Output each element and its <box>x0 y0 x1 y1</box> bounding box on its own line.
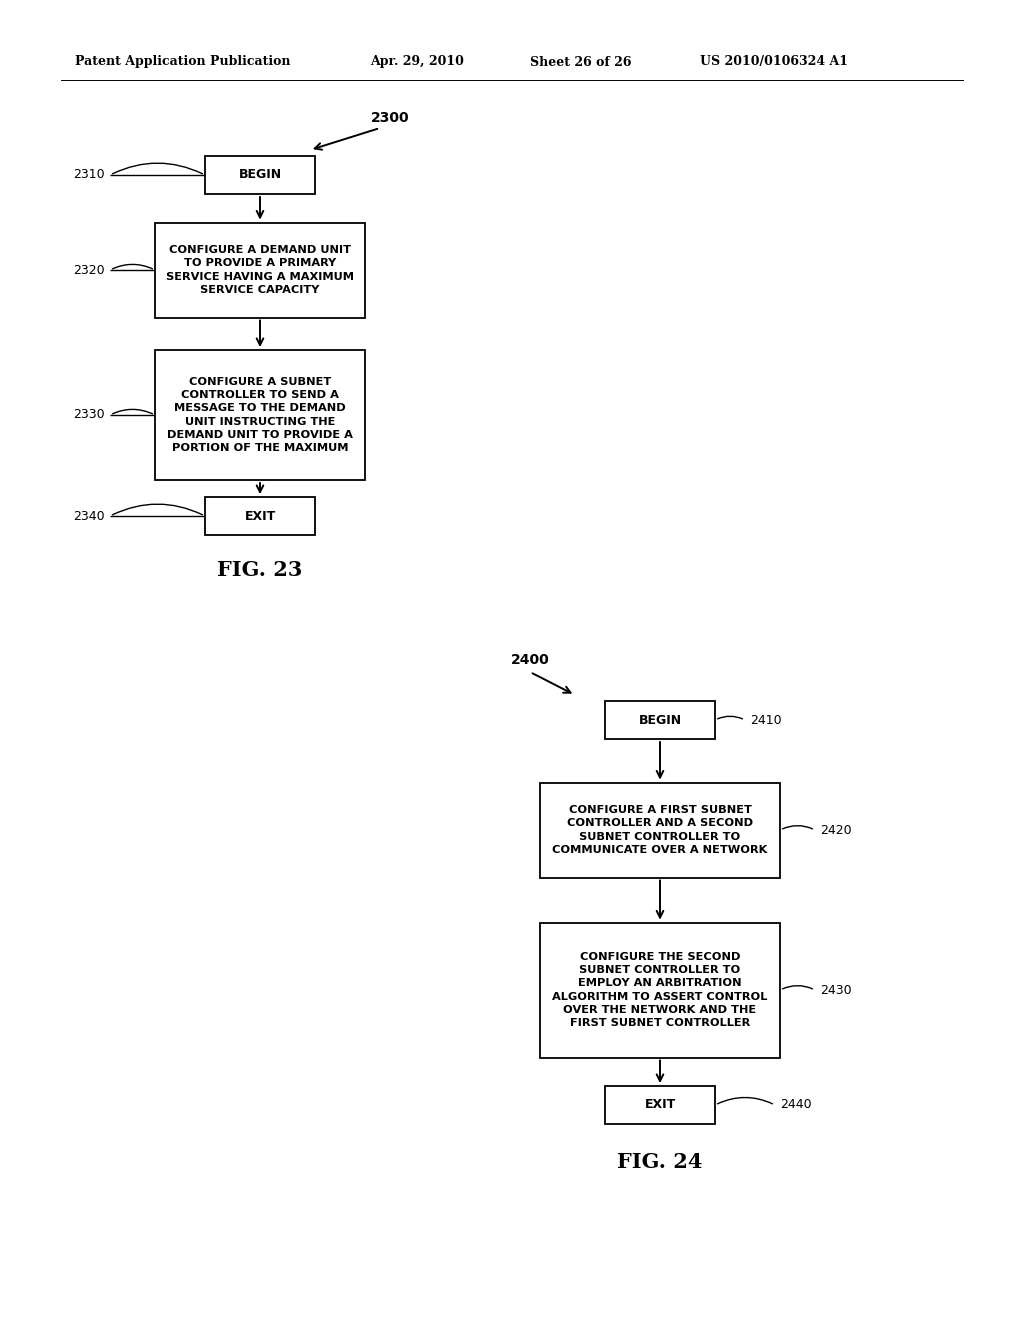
Text: CONFIGURE A FIRST SUBNET
CONTROLLER AND A SECOND
SUBNET CONTROLLER TO
COMMUNICAT: CONFIGURE A FIRST SUBNET CONTROLLER AND … <box>552 805 768 855</box>
Text: EXIT: EXIT <box>245 510 275 523</box>
Text: 2330: 2330 <box>74 408 105 421</box>
Text: 2410: 2410 <box>750 714 781 726</box>
Bar <box>540 923 780 1057</box>
Text: Patent Application Publication: Patent Application Publication <box>75 55 291 69</box>
Text: 2400: 2400 <box>511 653 549 667</box>
FancyBboxPatch shape <box>205 156 315 194</box>
Text: Apr. 29, 2010: Apr. 29, 2010 <box>370 55 464 69</box>
Text: FIG. 24: FIG. 24 <box>617 1152 702 1172</box>
Text: 2440: 2440 <box>780 1098 812 1111</box>
Text: US 2010/0106324 A1: US 2010/0106324 A1 <box>700 55 848 69</box>
Text: FIG. 23: FIG. 23 <box>217 560 303 579</box>
Bar <box>155 223 365 318</box>
Text: 2340: 2340 <box>74 510 105 523</box>
Text: 2430: 2430 <box>820 983 852 997</box>
FancyBboxPatch shape <box>605 701 715 739</box>
Text: 2320: 2320 <box>74 264 105 276</box>
Text: CONFIGURE A SUBNET
CONTROLLER TO SEND A
MESSAGE TO THE DEMAND
UNIT INSTRUCTING T: CONFIGURE A SUBNET CONTROLLER TO SEND A … <box>167 378 353 453</box>
Text: 2420: 2420 <box>820 824 852 837</box>
Text: Sheet 26 of 26: Sheet 26 of 26 <box>530 55 632 69</box>
FancyBboxPatch shape <box>605 1086 715 1125</box>
Text: BEGIN: BEGIN <box>638 714 682 726</box>
Text: 2310: 2310 <box>74 169 105 181</box>
Text: CONFIGURE THE SECOND
SUBNET CONTROLLER TO
EMPLOY AN ARBITRATION
ALGORITHM TO ASS: CONFIGURE THE SECOND SUBNET CONTROLLER T… <box>552 952 768 1028</box>
Text: EXIT: EXIT <box>644 1098 676 1111</box>
Text: CONFIGURE A DEMAND UNIT
TO PROVIDE A PRIMARY
SERVICE HAVING A MAXIMUM
SERVICE CA: CONFIGURE A DEMAND UNIT TO PROVIDE A PRI… <box>166 246 354 294</box>
FancyBboxPatch shape <box>205 498 315 535</box>
Text: 2300: 2300 <box>371 111 410 125</box>
Bar <box>155 350 365 480</box>
Bar <box>540 783 780 878</box>
Text: BEGIN: BEGIN <box>239 169 282 181</box>
